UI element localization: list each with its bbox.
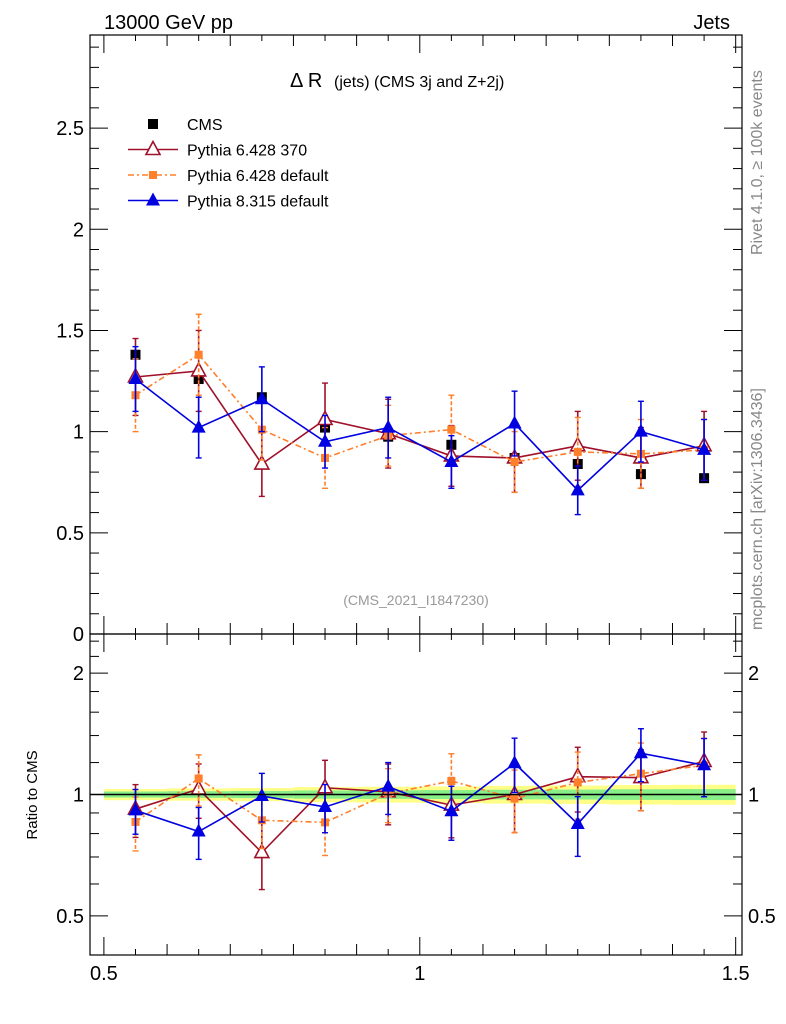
y-tick-label: 0: [73, 624, 84, 646]
mcplots-label: mcplots.cern.ch [arXiv:1306.3436]: [749, 388, 766, 630]
main-plot-title: Δ R (jets) (CMS 3j and Z+2j): [290, 70, 504, 92]
ratio-pythia-8-315-default-point: [381, 778, 396, 792]
pythia-6-428-default-point: [573, 447, 582, 456]
ratio-y-tick-label-right: 2: [748, 663, 759, 685]
ratio-pythia-6-428-default-point: [510, 794, 519, 803]
pythia-6-428-370-point: [253, 454, 271, 470]
ratio-pythia-8-315-default-point: [570, 815, 585, 829]
x-tick-label: 1: [414, 963, 425, 985]
ratio-ylabel: Ratio to CMS: [24, 750, 41, 839]
legend-marker: [148, 119, 158, 129]
axes: 0 0.5 1 1.5 2 2.5 0.5 0.5 1 1 2 2 0.5 1 1.5: [56, 34, 776, 985]
pythia-6-428-default-point: [447, 425, 456, 434]
legend-item: CMS: [148, 117, 223, 134]
legend: CMS Pythia 6.428 370 Pythia 6.428 default P…: [128, 117, 329, 211]
y-tick-label: 2.5: [56, 118, 84, 140]
legend-marker: [146, 192, 160, 206]
legend-item: Pythia 6.428 370: [128, 139, 307, 160]
ratio-y-tick-label: 0.5: [56, 906, 84, 928]
ratio-pythia-6-428-370-line: [135, 760, 705, 854]
pythia-8-315-default-point: [570, 482, 585, 496]
ratio-pythia-8-315-default-point: [507, 755, 522, 769]
ratio-pythia-8-315-default-point: [318, 798, 333, 812]
x-tick-label: 1.5: [722, 963, 750, 985]
main-plot: [127, 313, 713, 516]
y-tick-label: 1.5: [56, 320, 84, 342]
header-observable: Jets: [693, 12, 730, 34]
ratio-pythia-6-428-default-point: [573, 778, 582, 787]
legend-marker: [144, 139, 162, 156]
pythia-8-315-default-point: [444, 453, 459, 467]
title-delta-r: Δ R: [290, 70, 322, 92]
pythia-8-315-default-point: [507, 415, 522, 429]
header-energy: 13000 GeV pp: [104, 12, 233, 34]
ratio-pythia-6-428-default-line: [135, 764, 705, 824]
ratio-pythia-6-428-370-point: [253, 842, 271, 859]
ratio-y-tick-label: 1: [73, 785, 84, 807]
ratio-y-tick-label-right: 0.5: [748, 906, 776, 928]
ratio-pythia-6-428-default-point: [447, 776, 456, 785]
y-tick-label: 0.5: [56, 523, 84, 545]
legend-label: Pythia 6.428 370: [187, 143, 307, 160]
pythia-8-315-default-point: [128, 371, 143, 385]
pythia-8-315-default-line: [135, 378, 705, 492]
pythia-8-315-default-point: [191, 419, 206, 433]
legend-label: Pythia 6.428 default: [187, 168, 329, 185]
ratio-y-tick-label: 2: [73, 663, 84, 685]
pythia-6-428-default-point: [194, 350, 203, 359]
pythia-6-428-default-line: [135, 353, 705, 463]
pythia-8-315-default-point: [318, 433, 333, 447]
x-tick-label: 0.5: [90, 963, 118, 985]
pythia-8-315-default-point: [633, 423, 648, 437]
analysis-watermark: (CMS_2021_I1847230): [343, 592, 489, 608]
legend-label: CMS: [187, 117, 223, 134]
ratio-pythia-8-315-default-point: [128, 802, 143, 816]
legend-item: Pythia 8.315 default: [128, 192, 329, 211]
ratio-pythia-6-428-default-point: [194, 774, 203, 783]
title-rest: (jets) (CMS 3j and Z+2j): [334, 74, 504, 91]
ratio-y-tick-label-right: 1: [748, 785, 759, 807]
y-tick-label: 1: [73, 422, 84, 444]
ratio-pythia-8-315-default-point: [633, 745, 648, 759]
pythia-6-428-default-point: [510, 457, 519, 466]
pythia-8-315-default-point: [697, 441, 712, 455]
ratio-plot: [90, 728, 742, 891]
legend-item: Pythia 6.428 default: [128, 168, 329, 185]
ratio-pythia-8-315-default-line: [135, 752, 705, 833]
legend-marker: [149, 171, 157, 179]
ratio-pythia-8-315-default-point: [444, 803, 459, 817]
y-tick-label: 2: [73, 219, 84, 241]
legend-label: Pythia 8.315 default: [187, 194, 329, 211]
ratio-pythia-8-315-default-point: [697, 757, 712, 771]
pythia-8-315-default-point: [381, 419, 396, 433]
rivet-version-label: Rivet 4.1.0, ≥ 100k events: [749, 70, 766, 255]
ratio-pythia-8-315-default-point: [191, 823, 206, 837]
pythia-8-315-default-point: [254, 391, 269, 405]
